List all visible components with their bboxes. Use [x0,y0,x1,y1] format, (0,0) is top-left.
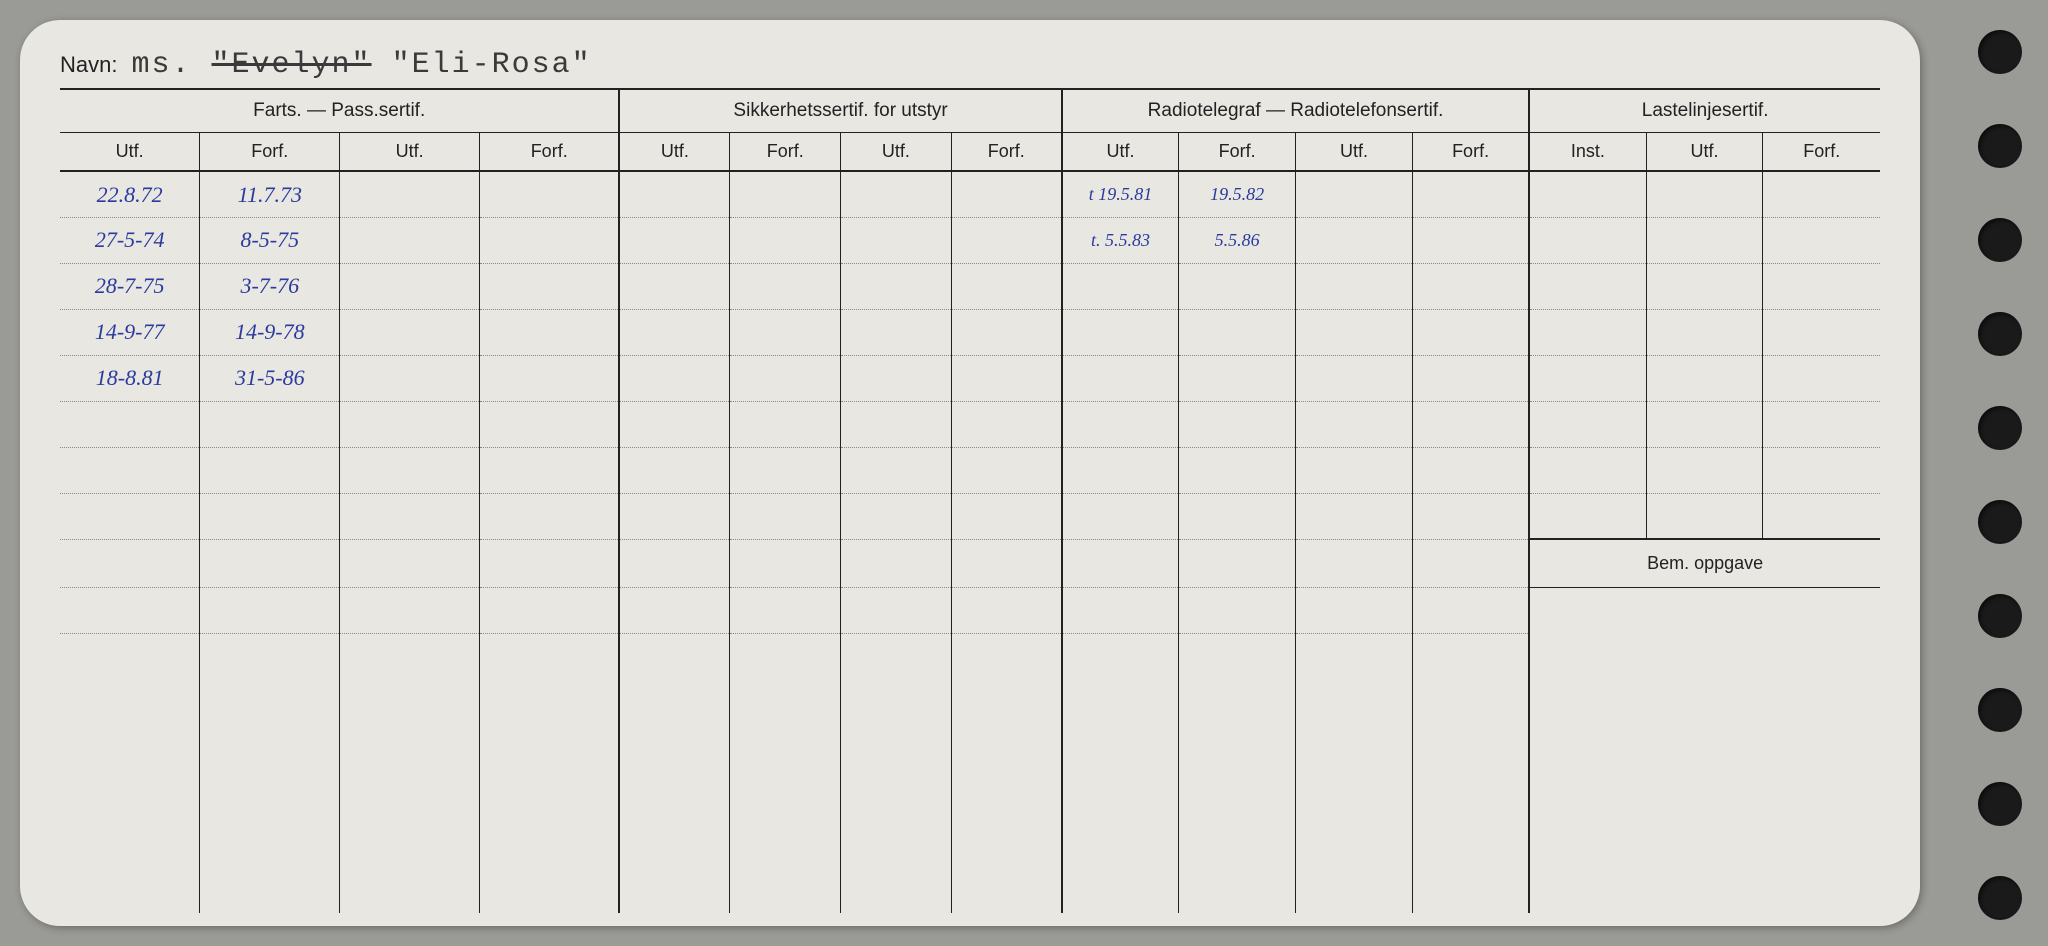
navn-value: ms. "Evelyn" "Eli-Rosa" [131,48,591,82]
table-row: 18-8.81 31-5-86 [60,355,1880,401]
hole-icon [1978,782,2022,826]
hole-icon [1978,312,2022,356]
table-row [60,587,1880,633]
col-forf: Forf. [1412,133,1529,172]
table-row [60,493,1880,539]
col-utf: Utf. [60,133,200,172]
col-forf: Forf. [480,133,620,172]
entry: 5.5.86 [1179,231,1295,250]
col-inst: Inst. [1529,133,1646,172]
col-forf: Forf. [1763,133,1880,172]
index-card: Navn: ms. "Evelyn" "Eli-Rosa" Farts. — P… [20,20,1920,926]
section-radio: Radiotelegraf — Radiotelefonsertif. [1062,90,1529,133]
table-row: Bem. oppgave [60,539,1880,587]
navn-label: Navn: [60,52,117,78]
col-utf: Utf. [619,133,730,172]
table-body: 22.8.72 11.7.73 t 19.5.81 19.5.82 27-5-7… [60,171,1880,913]
navn-current: "Eli-Rosa" [392,48,592,82]
table-row: 22.8.72 11.7.73 t 19.5.81 19.5.82 [60,171,1880,217]
table-row: 28-7-75 3-7-76 [60,263,1880,309]
hole-icon [1978,218,2022,262]
col-forf: Forf. [200,133,340,172]
entry: t 19.5.81 [1063,185,1178,204]
table-row [60,401,1880,447]
hole-icon [1978,406,2022,450]
section-sikkerhet: Sikkerhetssertif. for utstyr [619,90,1061,133]
col-utf: Utf. [1646,133,1763,172]
col-utf: Utf. [1062,133,1179,172]
table-row [60,447,1880,493]
hole-icon [1978,688,2022,732]
entry: 18-8.81 [60,366,199,389]
table-row: 27-5-74 8-5-75 t. 5.5.83 5.5.86 [60,217,1880,263]
binder-holes [1978,30,2022,920]
hole-icon [1978,124,2022,168]
hole-icon [1978,500,2022,544]
section-header-row: Farts. — Pass.sertif. Sikkerhetssertif. … [60,90,1880,133]
sub-header-row: Utf. Forf. Utf. Forf. Utf. Forf. Utf. Fo… [60,133,1880,172]
col-forf: Forf. [951,133,1062,172]
entry: 11.7.73 [200,183,339,206]
entry: 8-5-75 [200,228,339,251]
entry: 3-7-76 [200,274,339,297]
entry: 27-5-74 [60,228,199,251]
navn-row: Navn: ms. "Evelyn" "Eli-Rosa" [60,48,1880,90]
bem-oppgave-header: Bem. oppgave [1529,539,1880,587]
col-utf: Utf. [841,133,952,172]
hole-icon [1978,30,2022,74]
hole-icon [1978,876,2022,920]
table-row: 14-9-77 14-9-78 [60,309,1880,355]
col-utf: Utf. [1296,133,1413,172]
entry: 22.8.72 [60,183,199,206]
certificate-table: Farts. — Pass.sertif. Sikkerhetssertif. … [60,90,1880,913]
navn-struck: "Evelyn" [212,48,372,82]
entry: 31-5-86 [200,366,339,389]
hole-icon [1978,594,2022,638]
section-farts: Farts. — Pass.sertif. [60,90,619,133]
col-forf: Forf. [730,133,841,172]
entry: 19.5.82 [1179,185,1295,204]
entry: 28-7-75 [60,274,199,297]
section-lastelinje: Lastelinjesertif. [1529,90,1880,133]
entry: 14-9-78 [200,320,339,343]
entry: 14-9-77 [60,320,199,343]
col-utf: Utf. [340,133,480,172]
entry: t. 5.5.83 [1063,231,1178,250]
col-forf: Forf. [1179,133,1296,172]
